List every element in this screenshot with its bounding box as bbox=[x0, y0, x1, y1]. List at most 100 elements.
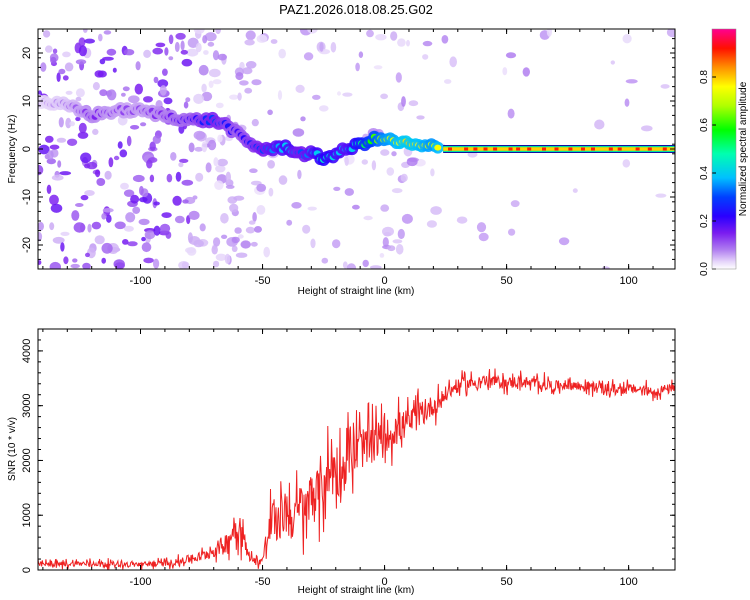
spectrogram-blob bbox=[220, 213, 229, 224]
spectrogram-blob bbox=[56, 137, 67, 143]
tone-band-peak bbox=[483, 147, 488, 151]
spectrogram-y-label: Frequency (Hz) bbox=[7, 115, 18, 184]
colorbar-label: Normalized spectral amplitude bbox=[738, 81, 749, 216]
y-tick-label: -10 bbox=[21, 189, 33, 205]
spectrogram-blob bbox=[235, 72, 244, 81]
spectrogram-blob bbox=[117, 141, 123, 149]
spectrogram-blob bbox=[108, 157, 114, 168]
spectrogram-blob bbox=[203, 50, 209, 55]
spectrogram-blob bbox=[408, 100, 419, 107]
spectrogram-blob bbox=[152, 47, 163, 55]
spectrogram-blob bbox=[380, 204, 390, 212]
spectrogram-blob bbox=[102, 208, 114, 213]
x-tick-label: 50 bbox=[500, 275, 512, 287]
spectrogram-blob bbox=[52, 48, 58, 54]
spectrogram-blob bbox=[240, 240, 251, 249]
colorbar-frame bbox=[711, 28, 737, 270]
spectrogram-blob bbox=[286, 219, 293, 226]
colorbar-gradient bbox=[712, 29, 736, 269]
spectrogram-blob bbox=[153, 225, 161, 236]
spectrogram-blob bbox=[622, 34, 632, 44]
spectrogram-blob bbox=[292, 128, 305, 137]
spectrogram-blob bbox=[193, 130, 206, 140]
spectrogram-blob bbox=[401, 213, 413, 224]
spectrogram-blob bbox=[107, 89, 117, 101]
x-tick-label: 100 bbox=[619, 275, 637, 287]
spectrogram-blob bbox=[225, 171, 231, 183]
spectrogram-blob bbox=[38, 260, 42, 265]
spectrogram-blob bbox=[430, 168, 435, 177]
spectrogram-blob bbox=[101, 242, 113, 254]
spectrogram-blob bbox=[268, 187, 274, 197]
tone-band-peak bbox=[568, 147, 573, 151]
spectrogram-blob bbox=[59, 171, 72, 176]
spectrogram-blob bbox=[229, 94, 239, 100]
y-tick-label: -20 bbox=[21, 237, 33, 253]
spectrogram-blob bbox=[180, 49, 188, 55]
spectrogram-blob bbox=[126, 135, 132, 147]
spectrogram-blob bbox=[106, 48, 117, 56]
spectrogram-blob bbox=[199, 223, 206, 232]
spectrogram-blob bbox=[113, 155, 120, 161]
spectrogram-blob bbox=[155, 42, 166, 48]
spectrogram-blob bbox=[146, 159, 153, 169]
spectrogram-blob bbox=[391, 188, 403, 194]
spectrogram-blob bbox=[101, 213, 107, 220]
spectrogram-blob bbox=[406, 39, 410, 47]
spectrogram-blob bbox=[143, 96, 153, 103]
spectrogram-blob bbox=[38, 144, 50, 155]
spectrogram-blob bbox=[175, 171, 182, 182]
spectrogram-blob bbox=[401, 96, 406, 107]
spectrogram-blob bbox=[310, 238, 316, 249]
spectrogram-blob bbox=[358, 51, 364, 58]
spectrogram-blob bbox=[187, 232, 193, 243]
colorbar: 0.0 0.2 0.4 0.6 0.8 Normalized spectral ampl… bbox=[699, 28, 749, 276]
spectrogram-blob bbox=[139, 197, 148, 203]
spectrogram-blob bbox=[244, 87, 253, 94]
spectrogram-blob bbox=[558, 237, 570, 246]
spectrogram-blob bbox=[278, 175, 288, 185]
spectrogram-blob bbox=[507, 108, 515, 119]
spectrogram-blob bbox=[123, 189, 135, 197]
spectrogram-blob bbox=[217, 158, 228, 167]
spectrogram-blob bbox=[193, 239, 204, 248]
spectrogram-blob bbox=[572, 188, 578, 193]
spectrogram-blob bbox=[207, 139, 217, 151]
spectrogram-blob bbox=[183, 101, 189, 109]
spectrogram-blob bbox=[67, 138, 78, 146]
spectrogram-blob bbox=[254, 226, 262, 233]
spectrogram-blob bbox=[92, 82, 100, 91]
spectrogram-blob bbox=[207, 41, 215, 47]
x-tick-label: 0 bbox=[382, 576, 388, 588]
spectrogram-blob bbox=[114, 221, 126, 230]
spectrogram-blob bbox=[224, 253, 231, 264]
spectrogram-blob bbox=[99, 58, 106, 65]
spectrogram-blob bbox=[342, 261, 348, 269]
spectrogram-blob bbox=[245, 61, 257, 69]
spectrogram-blob bbox=[50, 203, 63, 213]
spectrogram-blob bbox=[43, 30, 51, 38]
tone-band-peak bbox=[473, 147, 478, 151]
figure-title: PAZ1.2026.018.08.25.G02 bbox=[279, 2, 433, 17]
spectrogram-blob bbox=[373, 65, 383, 70]
spectrogram-blob bbox=[422, 54, 429, 60]
spectrogram-blob bbox=[144, 230, 156, 240]
spectrogram-blob bbox=[62, 75, 69, 81]
spectrogram-blob bbox=[248, 220, 256, 225]
y-tick-label: 0 bbox=[21, 567, 33, 573]
spectrogram-blob bbox=[57, 160, 62, 168]
spectrogram-blob bbox=[63, 256, 69, 265]
spectrogram-blob bbox=[312, 94, 321, 100]
spectrogram-blob bbox=[245, 30, 256, 41]
spectrogram-blob bbox=[161, 212, 172, 219]
y-tick-label: 20 bbox=[21, 47, 33, 59]
ridge-core bbox=[434, 144, 442, 151]
spectrogram-blob bbox=[75, 59, 87, 65]
spectrogram-blob bbox=[205, 162, 212, 173]
spectrogram-blob bbox=[51, 174, 64, 181]
spectrogram-blob bbox=[85, 252, 90, 258]
colorbar-tick-label: 0.6 bbox=[699, 118, 710, 132]
spectrogram-blob bbox=[225, 184, 235, 189]
spectrogram-blob bbox=[179, 158, 189, 163]
